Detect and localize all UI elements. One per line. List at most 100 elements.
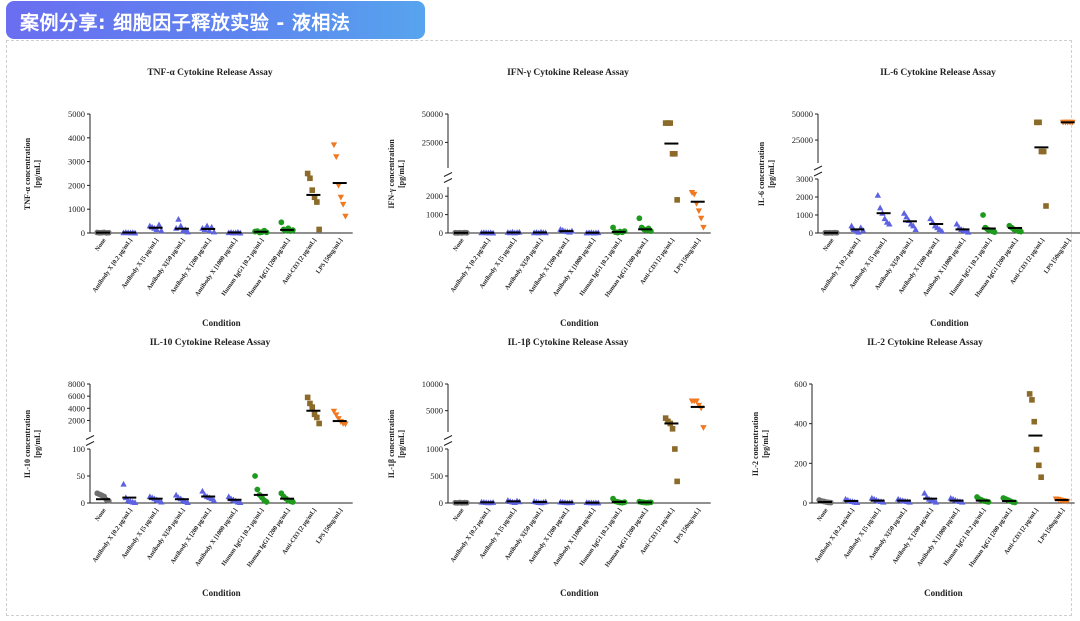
data-point	[311, 194, 318, 201]
y-axis-label: IL-10 concentration [pg/mL]	[23, 409, 42, 478]
y-axis-label-line: IL-2 concentration	[751, 411, 760, 476]
data-point	[1017, 228, 1024, 235]
y-axis-label: IFN-γ concentration [pg/mL]	[387, 139, 406, 209]
y-tick-label: 0	[81, 228, 85, 238]
chart-frame	[6, 40, 1072, 616]
y-axis-label: IL-1β concentration [pg/mL]	[387, 409, 406, 478]
data-point	[697, 215, 705, 222]
data-point	[120, 480, 127, 487]
x-tick-label: LPS [50ng/mL]	[315, 237, 345, 275]
data-point	[1043, 203, 1049, 209]
data-point	[337, 194, 345, 201]
chart-panel: IL-10 Cytokine Release Assay 0 50 100 2000 40…	[23, 338, 353, 598]
data-point	[903, 213, 910, 220]
y-tick-label: 25000	[792, 135, 813, 145]
data-point	[959, 498, 966, 505]
data-point	[880, 498, 887, 505]
chart-title: IFN-γ Cytokine Release Assay	[507, 68, 629, 78]
data-point	[316, 420, 322, 427]
data-point	[175, 215, 182, 222]
data-point	[1033, 446, 1040, 453]
data-point	[153, 226, 160, 232]
y-tick-label: 50	[77, 471, 86, 481]
data-point	[307, 400, 313, 407]
data-point	[906, 498, 913, 505]
data-point	[339, 201, 347, 208]
x-tick-label: None	[822, 237, 836, 253]
x-tick-label: None	[452, 507, 466, 523]
data-point	[1038, 474, 1044, 481]
y-tick-label: 50000	[792, 109, 813, 119]
x-axis-label: Condition	[560, 588, 599, 598]
y-tick-label: 50000	[422, 109, 443, 119]
data-point	[927, 215, 934, 222]
chart-title: IL-2 Cytokine Release Assay	[867, 338, 983, 348]
data-point	[853, 499, 861, 505]
y-tick-label: 1000	[426, 444, 443, 454]
y-tick-label: 8000	[68, 379, 85, 389]
data-point	[330, 408, 338, 415]
data-point	[203, 222, 211, 229]
y-axis-label-line: IL-1β concentration	[387, 409, 396, 478]
data-point	[237, 499, 244, 506]
data-point	[636, 215, 643, 222]
y-tick-label: 100	[72, 444, 85, 454]
banner-title: 案例分享: 细胞因子释放实验 - 液相法	[20, 12, 351, 34]
y-tick-label: 400	[794, 419, 807, 429]
y-tick-label: 0	[81, 498, 85, 508]
data-point	[333, 412, 340, 419]
data-point	[304, 170, 311, 177]
x-tick-label: None	[94, 237, 108, 253]
axis-break-mark	[443, 435, 453, 440]
y-axis-label: IL-6 concentration [pg/mL]	[757, 141, 776, 206]
data-point	[335, 416, 342, 422]
data-point	[278, 219, 285, 226]
data-point	[184, 499, 191, 506]
axis-break-mark	[443, 172, 453, 177]
data-point	[980, 212, 986, 218]
data-point	[669, 426, 676, 432]
data-point	[900, 210, 908, 216]
data-point	[700, 224, 707, 231]
y-tick-label: 2000	[68, 180, 85, 190]
chart-title: IL-10 Cytokine Release Assay	[150, 338, 271, 348]
axis-break-mark	[443, 178, 453, 183]
data-point	[1036, 119, 1042, 126]
data-point	[158, 498, 165, 505]
data-point	[886, 220, 893, 227]
x-tick-label: LPS [50ng/mL]	[1043, 237, 1073, 275]
data-point	[672, 150, 678, 157]
axis-break-mark	[85, 435, 95, 440]
axis-break-mark	[813, 171, 823, 177]
y-axis-label-line: IFN-γ concentration	[387, 139, 396, 209]
data-point	[335, 182, 342, 189]
data-point	[876, 204, 884, 211]
data-point	[848, 222, 855, 229]
x-tick-label: None	[94, 507, 108, 523]
x-tick-label: None	[452, 237, 466, 253]
data-point	[254, 486, 261, 493]
data-point	[965, 228, 972, 235]
y-tick-label: 3000	[796, 174, 813, 184]
data-point	[333, 154, 340, 161]
data-point	[921, 489, 928, 496]
y-tick-label: 1000	[426, 210, 443, 220]
data-point	[855, 228, 862, 235]
data-point	[210, 497, 218, 503]
data-point	[674, 197, 680, 203]
y-tick-label: 4000	[68, 133, 85, 143]
axis-break-mark	[813, 165, 823, 171]
data-point	[693, 398, 700, 405]
y-tick-label: 4000	[68, 403, 85, 413]
y-tick-label: 0	[803, 498, 807, 508]
data-point	[184, 228, 191, 235]
y-axis-label-line: [pg/mL]	[767, 160, 776, 188]
data-point	[342, 421, 349, 428]
data-point	[1026, 391, 1033, 397]
chart-title: IL-1β Cytokine Release Assay	[508, 338, 629, 348]
data-point	[311, 411, 318, 418]
x-axis-label: Condition	[560, 318, 599, 328]
x-axis-label: Condition	[930, 318, 969, 328]
data-point	[672, 446, 678, 452]
y-axis-label: TNF-α concentration [pg/mL]	[23, 137, 42, 210]
